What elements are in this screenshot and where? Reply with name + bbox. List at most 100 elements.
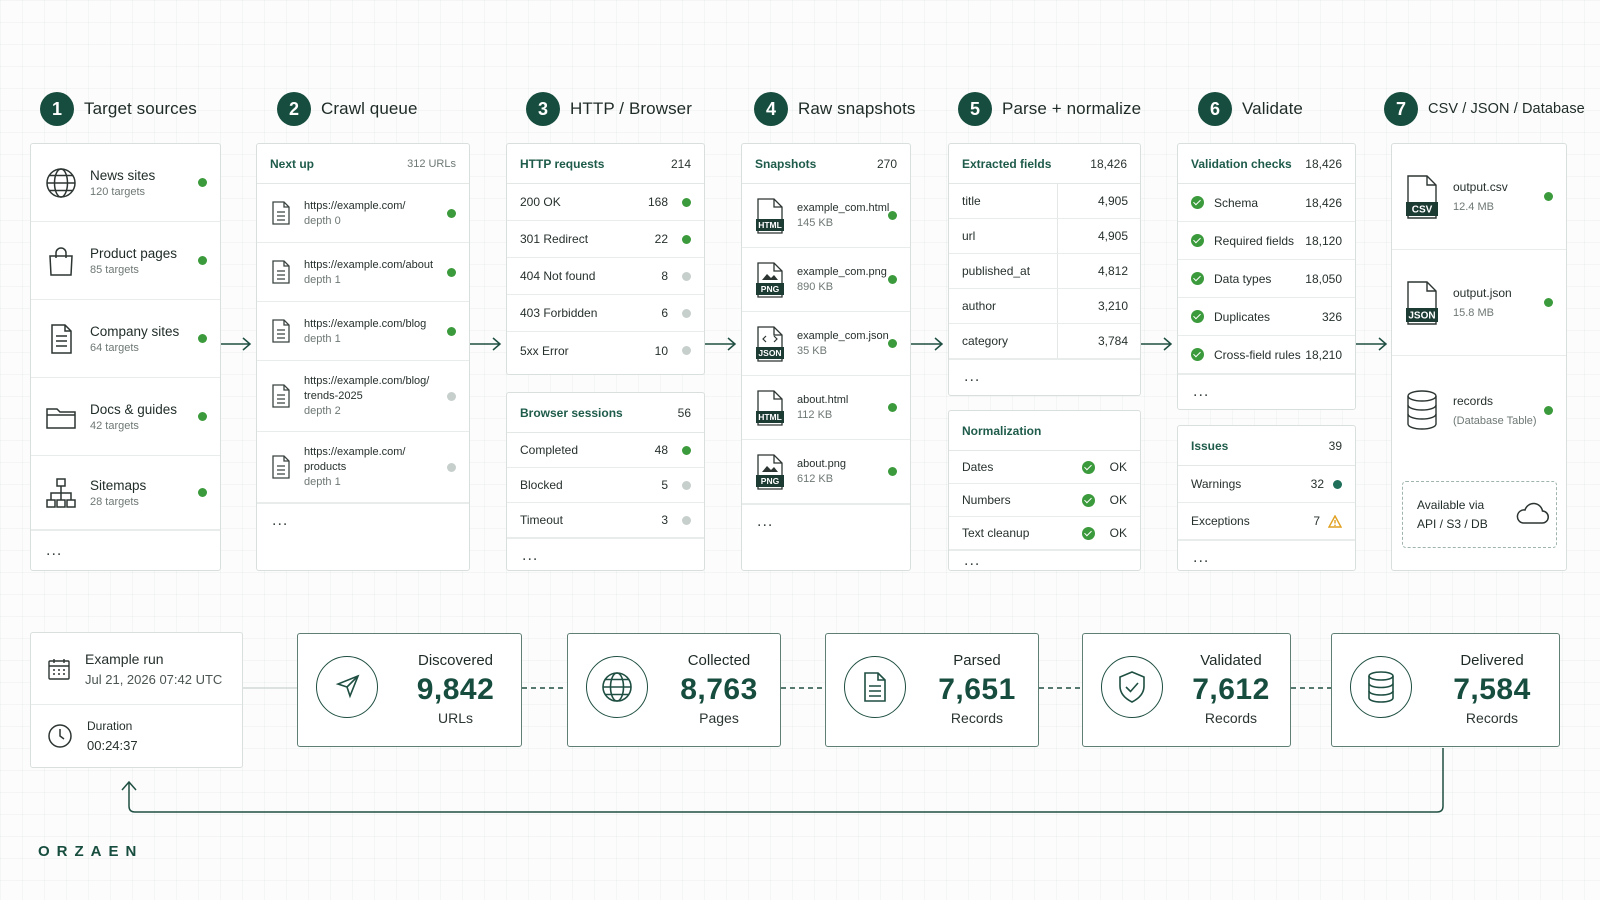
queue-url: https://example.com/ <box>304 199 406 212</box>
queue-item[interactable]: https://example.com/about depth 1 <box>257 243 469 302</box>
availability-box[interactable]: Available via API / S3 / DB <box>1402 481 1557 548</box>
snapshot-item[interactable]: HTML example_com.html 145 KB <box>742 184 910 248</box>
status-dot <box>447 267 456 277</box>
source-row[interactable]: Product pages 85 targets <box>31 222 220 300</box>
check-count: 18,120 <box>1305 233 1342 248</box>
check-count: 18,426 <box>1305 195 1342 210</box>
queue-count: 312 URLs <box>407 157 456 170</box>
metric-validated: Validated 7,612 Records <box>1082 633 1291 747</box>
more-indicator[interactable]: ... <box>1178 374 1355 408</box>
csv-file-icon: CSV <box>1406 174 1438 219</box>
source-count: 28 targets <box>90 495 139 508</box>
metric-unit: Pages <box>699 710 739 726</box>
queue-item[interactable]: https://example.com/ products depth 1 <box>257 432 469 503</box>
step-number: 6 <box>1198 92 1232 126</box>
queue-item[interactable]: https://example.com/blog depth 1 <box>257 302 469 361</box>
more-indicator[interactable]: ... <box>1178 540 1355 570</box>
source-row[interactable]: Sitemaps 28 targets <box>31 456 220 530</box>
output-item[interactable]: records (Database Table) <box>1392 356 1566 464</box>
normalization-row[interactable]: Dates OK <box>949 451 1140 484</box>
normalization-row[interactable]: Text cleanup OK <box>949 517 1140 550</box>
database-icon <box>1407 390 1437 430</box>
stage-header-3: 3 HTTP / Browser <box>526 90 692 128</box>
validation-row[interactable]: Duplicates 326 <box>1178 298 1355 336</box>
file-icon <box>272 201 290 225</box>
browser-row[interactable]: Completed 48 <box>507 433 704 468</box>
output-item[interactable]: JSON output.json 15.8 MB <box>1392 250 1566 356</box>
queue-url: https://example.com/blog/ <box>304 375 430 387</box>
shield-icon <box>1119 671 1145 703</box>
http-row[interactable]: 403 Forbidden 6 <box>507 295 704 332</box>
browser-row[interactable]: Blocked 5 <box>507 468 704 503</box>
svg-text:JSON: JSON <box>1408 310 1435 321</box>
status-label: 5xx Error <box>520 343 569 358</box>
output-item[interactable]: CSV output.csv 12.4 MB <box>1392 144 1566 250</box>
stage-header-2: 2 Crawl queue <box>277 90 418 128</box>
field-row[interactable]: published_at 4,812 <box>949 254 1140 289</box>
http-row[interactable]: 301 Redirect 22 <box>507 221 704 258</box>
validation-row[interactable]: Cross-field rules 18,210 <box>1178 336 1355 374</box>
normalization-row[interactable]: Numbers OK <box>949 484 1140 517</box>
step-number: 5 <box>958 92 992 126</box>
more-indicator[interactable]: ... <box>507 538 704 570</box>
session-value: 5 <box>661 478 668 492</box>
queue-url: https://example.com/about <box>304 258 434 271</box>
check-icon <box>1191 196 1204 209</box>
stage-title: Parse + normalize <box>1002 99 1142 118</box>
http-row[interactable]: 200 OK 168 <box>507 184 704 221</box>
status-label: 403 Forbidden <box>520 306 598 320</box>
metric-value: 7,612 <box>1192 673 1270 706</box>
check-icon <box>1191 234 1204 247</box>
more-indicator[interactable]: ... <box>742 504 910 538</box>
issues-card: Issues 39 Warnings 32 Exceptions 7 ... <box>1177 425 1356 571</box>
session-value: 3 <box>661 513 668 527</box>
snapshot-name: example_com.json <box>797 330 889 342</box>
http-header: HTTP requests 214 <box>507 144 704 184</box>
queue-item[interactable]: https://example.com/blog/ trends-2025 de… <box>257 361 469 432</box>
http-row[interactable]: 5xx Error 10 <box>507 332 704 369</box>
more-indicator[interactable]: ... <box>949 359 1140 393</box>
queue-item[interactable]: https://example.com/ depth 0 <box>257 184 469 243</box>
source-row[interactable]: News sites 120 targets <box>31 144 220 222</box>
database-icon <box>1368 671 1394 703</box>
source-name: News sites <box>90 167 156 183</box>
status-dot <box>198 488 207 497</box>
snapshot-item[interactable]: HTML about.html 112 KB <box>742 376 910 440</box>
field-row[interactable]: author 3,210 <box>949 289 1140 324</box>
metric-unit: Records <box>1465 710 1519 726</box>
issue-row[interactable]: Exceptions 7 <box>1178 503 1355 540</box>
issue-row[interactable]: Warnings 32 <box>1178 466 1355 503</box>
browser-row[interactable]: Timeout 3 <box>507 503 704 538</box>
issue-count: 32 <box>1310 477 1324 491</box>
snapshot-size: 890 KB <box>797 281 834 293</box>
more-indicator[interactable]: ... <box>31 530 220 570</box>
json-file-icon: JSON <box>1406 280 1438 325</box>
brand-logo: ORZAEN <box>38 843 144 860</box>
metric-icon-ring <box>1350 656 1412 718</box>
source-row[interactable]: Docs & guides 42 targets <box>31 378 220 456</box>
snapshot-item[interactable]: JSON example_com.json 35 KB <box>742 312 910 376</box>
source-row[interactable]: Company sites 64 targets <box>31 300 220 378</box>
output-size: 12.4 MB <box>1453 201 1494 213</box>
more-indicator[interactable]: ... <box>257 503 469 537</box>
target-sources-card: News sites 120 targets Product pages 85 … <box>30 143 221 571</box>
queue-url-cont: products <box>304 461 347 473</box>
validation-row[interactable]: Data types 18,050 <box>1178 260 1355 298</box>
validation-row[interactable]: Schema 18,426 <box>1178 184 1355 222</box>
more-indicator[interactable]: ... <box>949 550 1140 570</box>
queue-depth: depth 1 <box>304 332 341 345</box>
output-name: records <box>1453 393 1494 408</box>
svg-text:JSON: JSON <box>758 348 781 358</box>
field-row[interactable]: url 4,905 <box>949 219 1140 254</box>
field-row[interactable]: category 3,784 <box>949 324 1140 359</box>
document-icon <box>51 323 72 354</box>
issue-label: Exceptions <box>1191 514 1250 528</box>
snapshot-item[interactable]: PNG example_com.png 890 KB <box>742 248 910 312</box>
field-row[interactable]: title 4,905 <box>949 184 1140 219</box>
run-name: Example run <box>85 650 164 667</box>
duration-row: Duration 00:24:37 <box>31 705 242 767</box>
snapshot-item[interactable]: PNG about.png 612 KB <box>742 440 910 504</box>
http-row[interactable]: 404 Not found 8 <box>507 258 704 295</box>
validation-row[interactable]: Required fields 18,120 <box>1178 222 1355 260</box>
stage-header-6: 6 Validate <box>1198 90 1303 128</box>
